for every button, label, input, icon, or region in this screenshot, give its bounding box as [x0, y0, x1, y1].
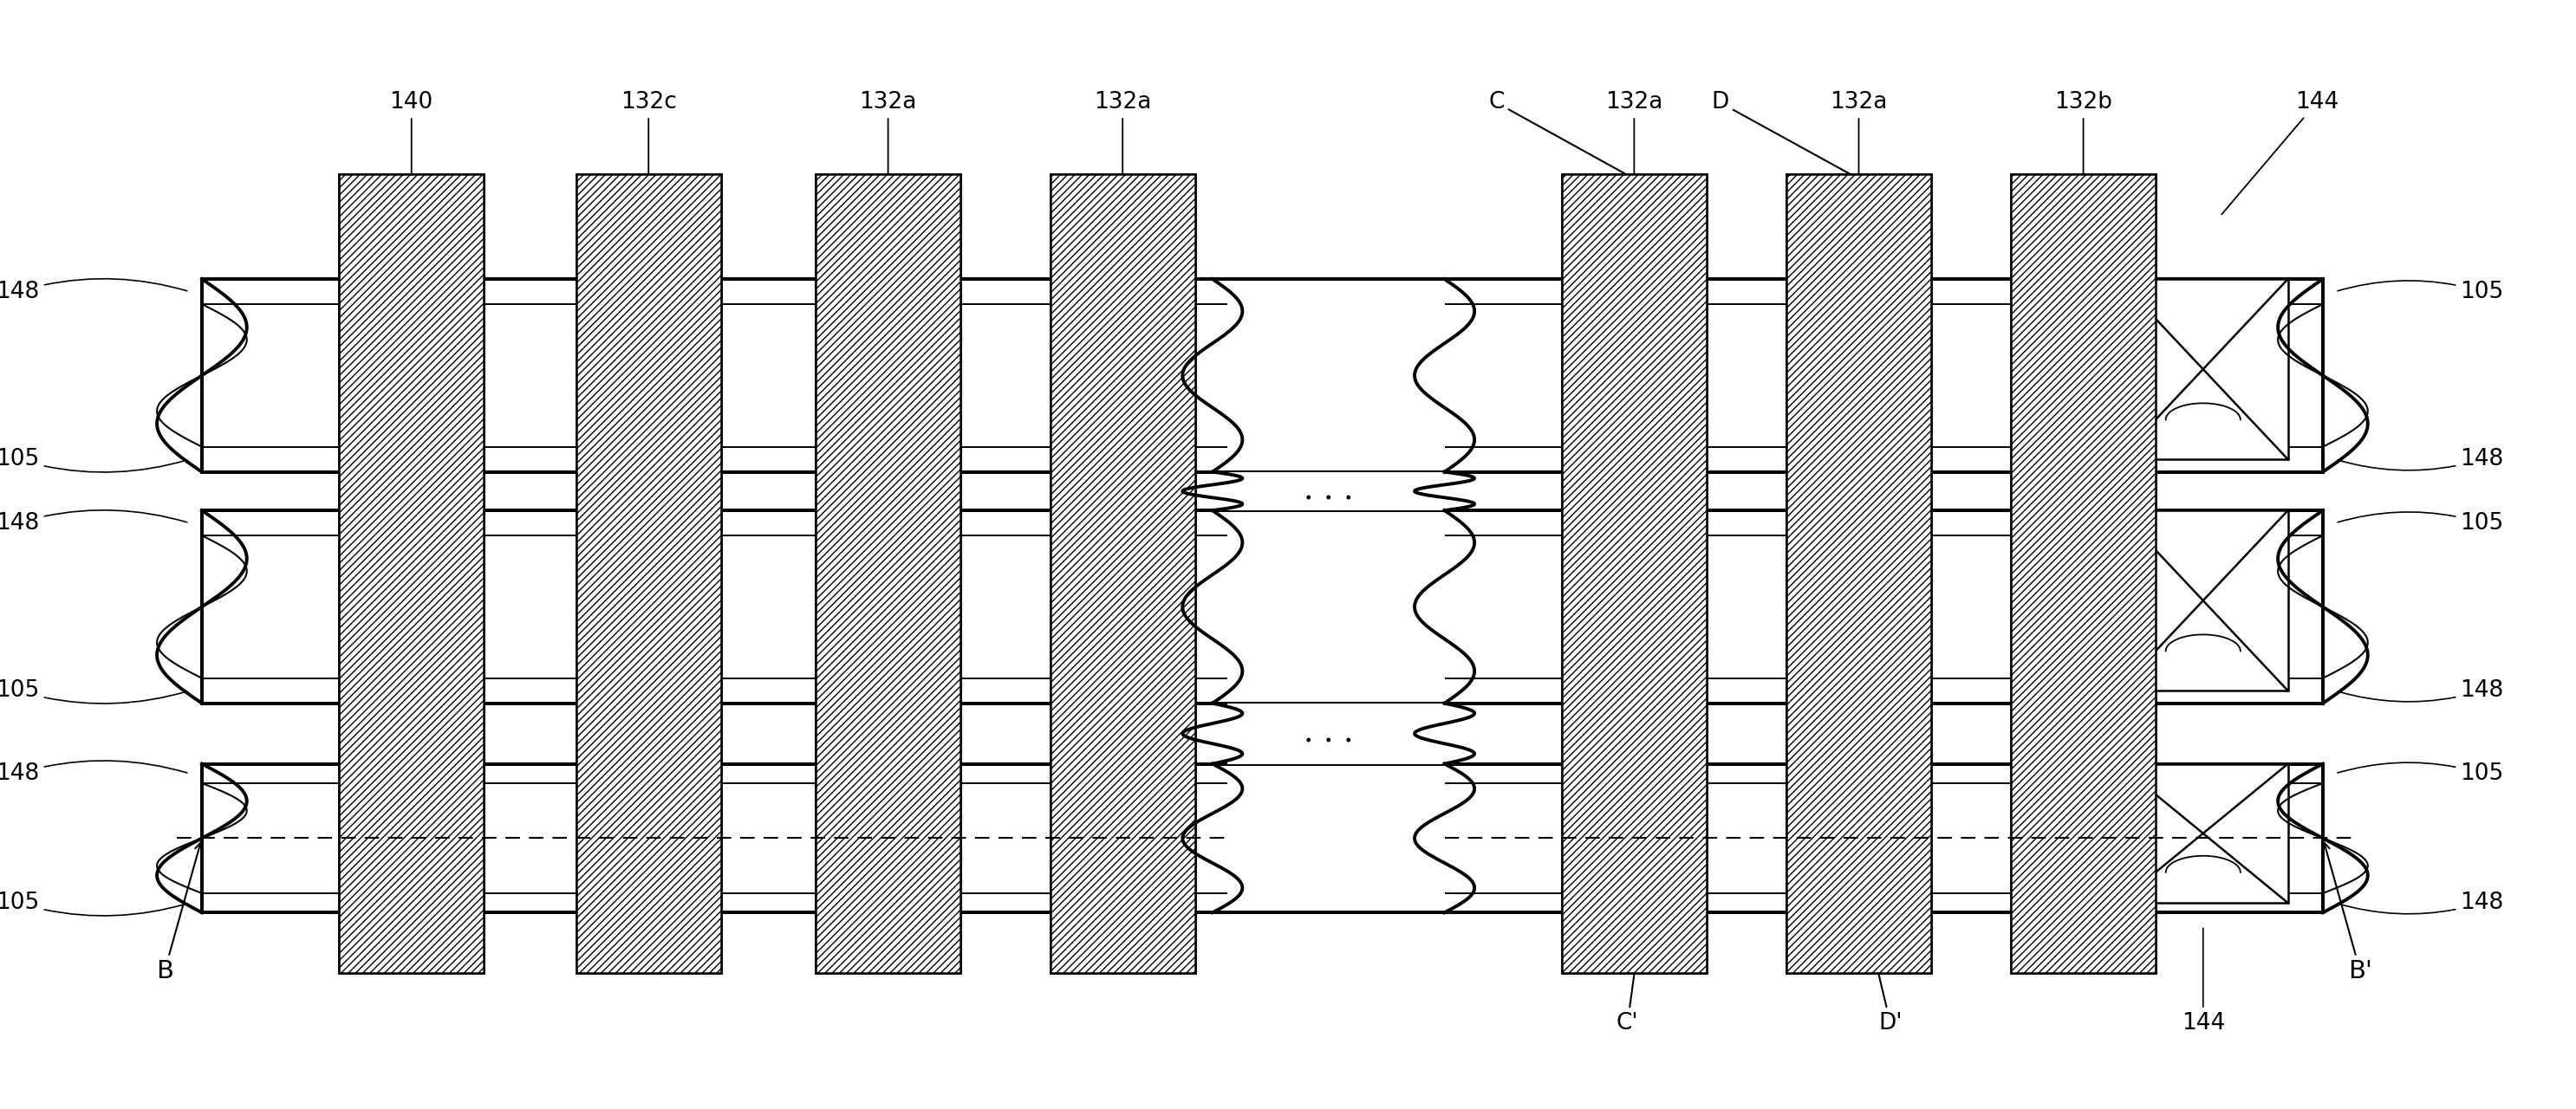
- Bar: [1226, 513, 1445, 700]
- Text: D': D': [1865, 926, 1901, 1035]
- Text: 132a: 132a: [1829, 91, 1888, 184]
- Text: . . .: . . .: [1303, 477, 1352, 506]
- Bar: [2117, 764, 2287, 903]
- Bar: [1785, 174, 1932, 974]
- Text: 105: 105: [0, 680, 188, 703]
- Bar: [201, 764, 2324, 913]
- Text: D: D: [1710, 91, 1862, 181]
- Bar: [201, 304, 2324, 447]
- Text: 105: 105: [2336, 762, 2504, 785]
- Text: B: B: [155, 843, 201, 984]
- Bar: [577, 174, 721, 974]
- Bar: [201, 304, 2324, 447]
- Bar: [2117, 510, 2287, 691]
- Bar: [1785, 174, 1932, 974]
- Bar: [201, 783, 2324, 893]
- Bar: [817, 174, 961, 974]
- Bar: [2012, 174, 2156, 974]
- Text: 105: 105: [2336, 281, 2504, 303]
- Bar: [1226, 283, 1445, 469]
- Bar: [2012, 174, 2156, 974]
- Bar: [2012, 174, 2156, 974]
- Bar: [577, 174, 721, 974]
- Bar: [817, 174, 961, 974]
- Bar: [1561, 174, 1705, 974]
- Bar: [201, 783, 2324, 893]
- Bar: [201, 510, 2324, 703]
- Text: 148: 148: [0, 278, 188, 303]
- Bar: [340, 174, 484, 974]
- Bar: [1561, 174, 1705, 974]
- Bar: [1226, 703, 1445, 764]
- Text: 105: 105: [0, 892, 188, 916]
- Text: 132a: 132a: [860, 91, 917, 184]
- Text: 148: 148: [2336, 892, 2504, 914]
- Text: C': C': [1618, 926, 1643, 1035]
- Bar: [1785, 174, 1932, 974]
- Text: 148: 148: [2336, 680, 2504, 702]
- Bar: [1051, 174, 1195, 974]
- Bar: [201, 279, 2324, 471]
- Text: 132a: 132a: [1605, 91, 1664, 184]
- Bar: [577, 174, 721, 974]
- Text: 144: 144: [2182, 928, 2226, 1035]
- Text: B': B': [2324, 843, 2372, 984]
- Bar: [340, 174, 484, 974]
- Text: C: C: [1489, 91, 1638, 181]
- Bar: [201, 279, 2324, 471]
- Bar: [1226, 471, 1445, 510]
- Bar: [1785, 174, 1932, 974]
- Bar: [201, 510, 2324, 703]
- Text: 132a: 132a: [1095, 91, 1151, 184]
- Bar: [577, 174, 721, 974]
- Bar: [1051, 174, 1195, 974]
- Bar: [817, 174, 961, 974]
- Text: 105: 105: [0, 448, 188, 472]
- Bar: [340, 174, 484, 974]
- Bar: [1051, 174, 1195, 974]
- Bar: [2012, 174, 2156, 974]
- Bar: [817, 174, 961, 974]
- Text: 105: 105: [2336, 511, 2504, 535]
- Bar: [340, 174, 484, 974]
- Bar: [1051, 174, 1195, 974]
- Text: . . .: . . .: [1303, 719, 1352, 749]
- Bar: [1561, 174, 1705, 974]
- Text: 144: 144: [2221, 91, 2339, 214]
- Text: 148: 148: [2336, 448, 2504, 470]
- Text: 132b: 132b: [2053, 91, 2112, 184]
- Text: 148: 148: [0, 761, 188, 785]
- Bar: [201, 510, 2324, 703]
- Text: 148: 148: [0, 510, 188, 535]
- Text: 132c: 132c: [621, 91, 677, 184]
- Bar: [201, 279, 2324, 471]
- Text: 140: 140: [389, 91, 433, 184]
- Bar: [2117, 279, 2287, 459]
- Bar: [201, 764, 2324, 913]
- Bar: [1561, 174, 1705, 974]
- Bar: [1226, 767, 1445, 909]
- Bar: [201, 764, 2324, 913]
- Bar: [201, 536, 2324, 679]
- Bar: [201, 536, 2324, 679]
